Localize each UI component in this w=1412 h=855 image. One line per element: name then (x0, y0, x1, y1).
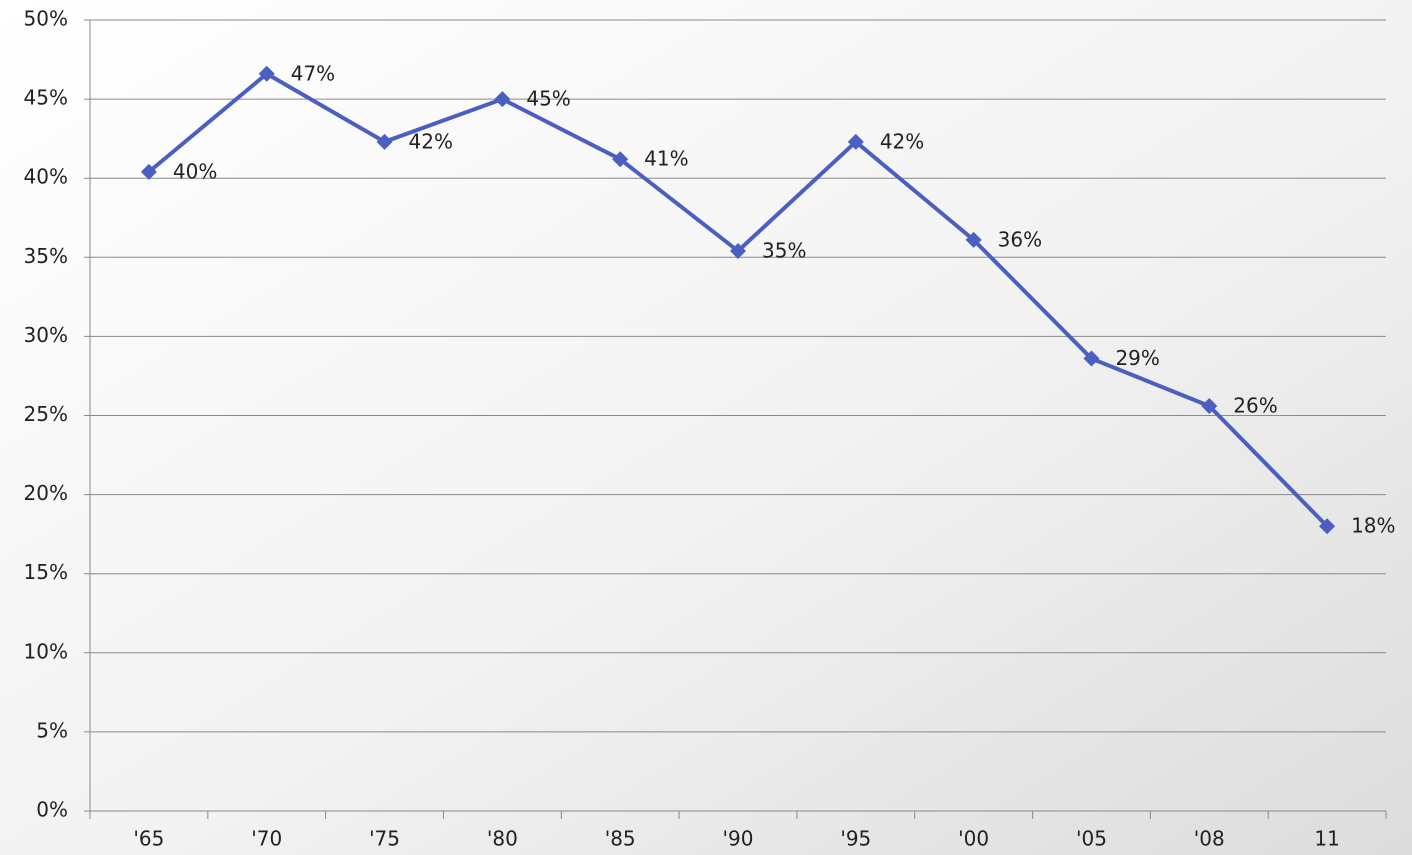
x-tick-label: '65 (133, 827, 164, 851)
data-label: 26% (1233, 394, 1277, 418)
x-tick-label: '75 (369, 827, 400, 851)
data-label: 42% (409, 129, 453, 153)
y-tick-label: 45% (24, 86, 68, 110)
data-label: 42% (880, 129, 924, 153)
x-tick-label: 11 (1314, 827, 1339, 851)
chart: 0% 5% 10% 15% 20% 25% 30% 35% 40% 45% 50% '65 '70 '75… (0, 0, 1412, 855)
x-tick-label: '85 (605, 827, 636, 851)
y-tick-label: 30% (24, 323, 68, 347)
y-tick-label: 20% (24, 481, 68, 505)
y-tick-label: 50% (24, 7, 68, 31)
x-tick-label: '90 (723, 827, 754, 851)
background (0, 0, 1412, 855)
data-label: 41% (644, 147, 688, 171)
y-tick-label: 35% (24, 244, 68, 268)
y-tick-label: 40% (24, 165, 68, 189)
x-tick-label: '05 (1076, 827, 1107, 851)
data-label: 18% (1351, 514, 1395, 538)
x-tick-label: '08 (1194, 827, 1225, 851)
y-tick-label: 0% (36, 798, 68, 822)
data-label: 47% (291, 61, 335, 85)
data-label: 35% (762, 238, 806, 262)
x-tick-label: '70 (251, 827, 282, 851)
data-label: 40% (173, 159, 217, 183)
y-tick-label: 5% (36, 718, 68, 742)
x-tick-label: '95 (840, 827, 871, 851)
y-tick-label: 15% (24, 560, 68, 584)
x-tick-label: '00 (958, 827, 989, 851)
x-tick-label: '80 (487, 827, 518, 851)
y-tick-label: 10% (24, 639, 68, 663)
data-label: 29% (1115, 346, 1159, 370)
data-label: 45% (526, 87, 570, 111)
data-label: 36% (998, 227, 1042, 251)
y-tick-label: 25% (24, 402, 68, 426)
